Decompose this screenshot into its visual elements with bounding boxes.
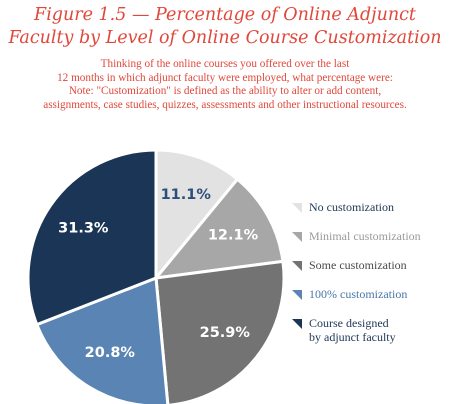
- chart-title-line-1: Figure 1.5 — Percentage of Online Adjunc…: [34, 5, 416, 25]
- legend-label-no-customization: No customization: [309, 200, 394, 214]
- pie-slice-minimal-customization: [154, 177, 285, 280]
- pie-slice-some-customization: [154, 259, 286, 404]
- legend-label-minimal-customization: Minimal customization: [309, 229, 421, 243]
- slice-label-course-designed-by-adjunct-faculty: 31.3%: [58, 220, 109, 236]
- slice-label-minimal-customization: 12.1%: [208, 227, 259, 243]
- pie-slice-100-customization: [35, 276, 170, 404]
- legend-swatch-some-customization: [292, 261, 302, 271]
- legend-label-adjunct-designed-line-1: Course designed: [309, 316, 389, 330]
- slice-label-100-customization: 20.8%: [85, 345, 136, 361]
- legend-label-adjunct-designed: Course designed by adjunct faculty: [309, 316, 449, 344]
- chart-title: Figure 1.5 — Percentage of Online Adjunc…: [0, 4, 450, 50]
- subtitle-line-1: Thinking of the online courses you offer…: [100, 58, 350, 70]
- legend-swatch-no-customization: [292, 203, 302, 213]
- legend-label-some-customization: Some customization: [309, 258, 407, 272]
- legend-swatch-full-customization: [292, 290, 302, 300]
- pie-slice-course-designed-by-adjunct-faculty: [26, 148, 158, 327]
- subtitle-line-4: assignments, case studies, quizzes, asse…: [43, 98, 407, 111]
- slice-label-some-customization: 25.9%: [200, 325, 251, 341]
- subtitle-line-3: Note: "Customization" is defined as the …: [68, 85, 382, 97]
- legend-label-adjunct-designed-line-2: by adjunct faculty: [309, 330, 396, 344]
- pie-slice-no-customization: [154, 148, 239, 280]
- subtitle-line-2: 12 months in which adjunct faculty were …: [57, 71, 393, 84]
- slice-label-no-customization: 11.1%: [161, 187, 212, 203]
- chart-subtitle: Thinking of the online courses you offer…: [4, 58, 446, 112]
- chart-title-line-2: Faculty by Level of Online Course Custom…: [8, 28, 442, 48]
- legend-swatch-minimal-customization: [292, 232, 302, 242]
- legend-label-full-customization: 100% customization: [309, 287, 408, 301]
- legend-swatch-adjunct-designed: [292, 319, 302, 329]
